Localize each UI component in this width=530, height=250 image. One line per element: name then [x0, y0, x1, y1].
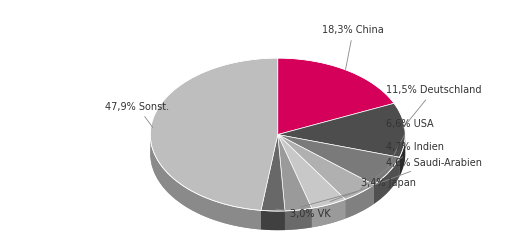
Polygon shape — [312, 200, 346, 228]
Polygon shape — [261, 134, 285, 211]
Polygon shape — [261, 210, 285, 230]
Polygon shape — [278, 134, 312, 211]
Text: 11,5% Deutschland: 11,5% Deutschland — [386, 85, 482, 128]
Polygon shape — [151, 58, 278, 210]
Text: 47,9% Sonst.: 47,9% Sonst. — [105, 102, 170, 128]
Polygon shape — [278, 58, 394, 134]
Polygon shape — [278, 134, 346, 208]
Polygon shape — [151, 136, 261, 230]
Ellipse shape — [151, 77, 405, 230]
Text: 6,6% USA: 6,6% USA — [386, 119, 434, 168]
Polygon shape — [374, 157, 400, 204]
Text: 3,4% Japan: 3,4% Japan — [301, 178, 416, 207]
Polygon shape — [278, 103, 405, 157]
Polygon shape — [346, 185, 374, 218]
Polygon shape — [285, 208, 312, 230]
Text: 4,7% Indien: 4,7% Indien — [360, 142, 444, 189]
Text: 3,0% VK: 3,0% VK — [276, 208, 331, 218]
Polygon shape — [400, 135, 405, 176]
Text: 18,3% China: 18,3% China — [322, 25, 384, 70]
Text: 4,6% Saudi-Arabien: 4,6% Saudi-Arabien — [330, 158, 482, 202]
Polygon shape — [278, 134, 374, 200]
Polygon shape — [278, 134, 400, 185]
